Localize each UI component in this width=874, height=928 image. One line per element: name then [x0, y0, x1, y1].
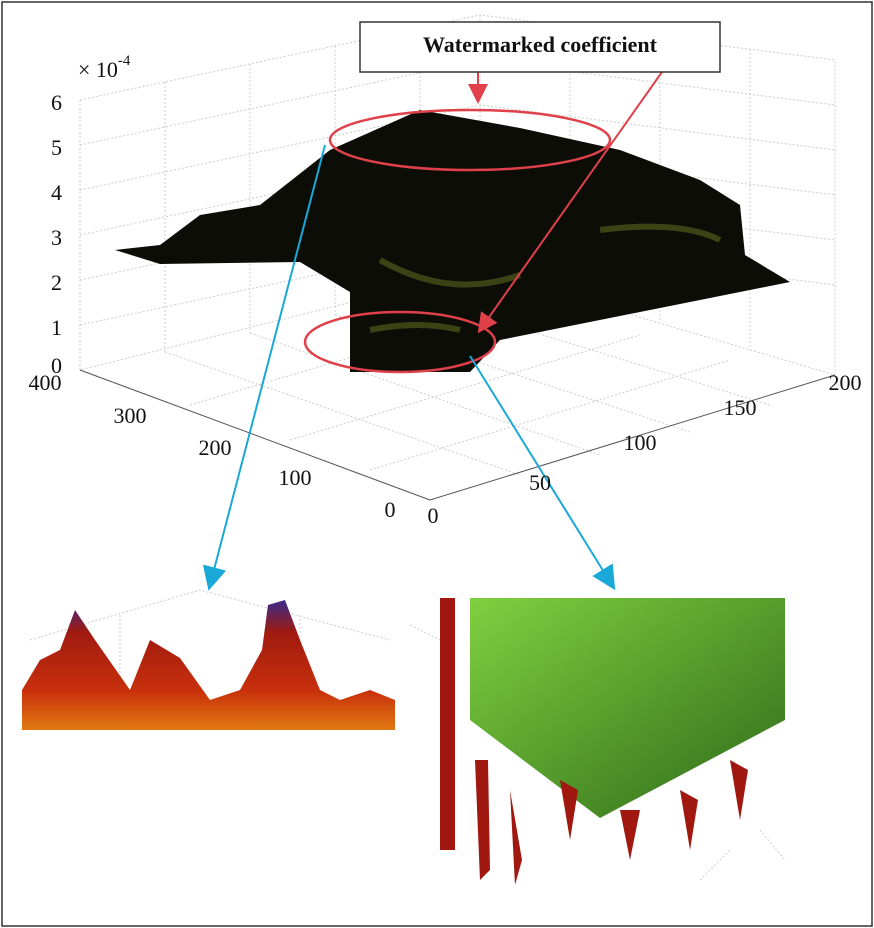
- z-tick-label: 4: [51, 180, 62, 205]
- left-tick-label: 100: [279, 465, 312, 490]
- left-tick-label: 0: [385, 497, 396, 522]
- z-tick-label: 2: [51, 270, 62, 295]
- annotation: Watermarked coefficient: [423, 32, 658, 57]
- right-tick-label: 150: [724, 395, 757, 420]
- z-tick-label: 1: [51, 315, 62, 340]
- left-tick-label: 400: [29, 370, 62, 395]
- z-exponent: -4: [118, 53, 131, 69]
- right-tick-label: 0: [428, 503, 439, 528]
- right-tick-label: 100: [624, 430, 657, 455]
- inset-right: [410, 598, 785, 885]
- figure: Watermarked coefficient × 10-4 6 5 4 3 2 1 0 40…: [0, 0, 874, 928]
- right-tick-label: 50: [529, 470, 551, 495]
- surface: [115, 110, 790, 372]
- z-tick-label: 6: [51, 90, 62, 115]
- z-multiplier: × 10-4: [78, 53, 131, 82]
- z-tick-label: 5: [51, 135, 62, 160]
- inset-left: [22, 590, 395, 730]
- right-tick-label: 200: [829, 370, 862, 395]
- z-multiplier-base: × 10: [78, 57, 118, 82]
- z-tick-label: 3: [51, 225, 62, 250]
- left-tick-label: 200: [199, 435, 232, 460]
- left-tick-label: 300: [114, 403, 147, 428]
